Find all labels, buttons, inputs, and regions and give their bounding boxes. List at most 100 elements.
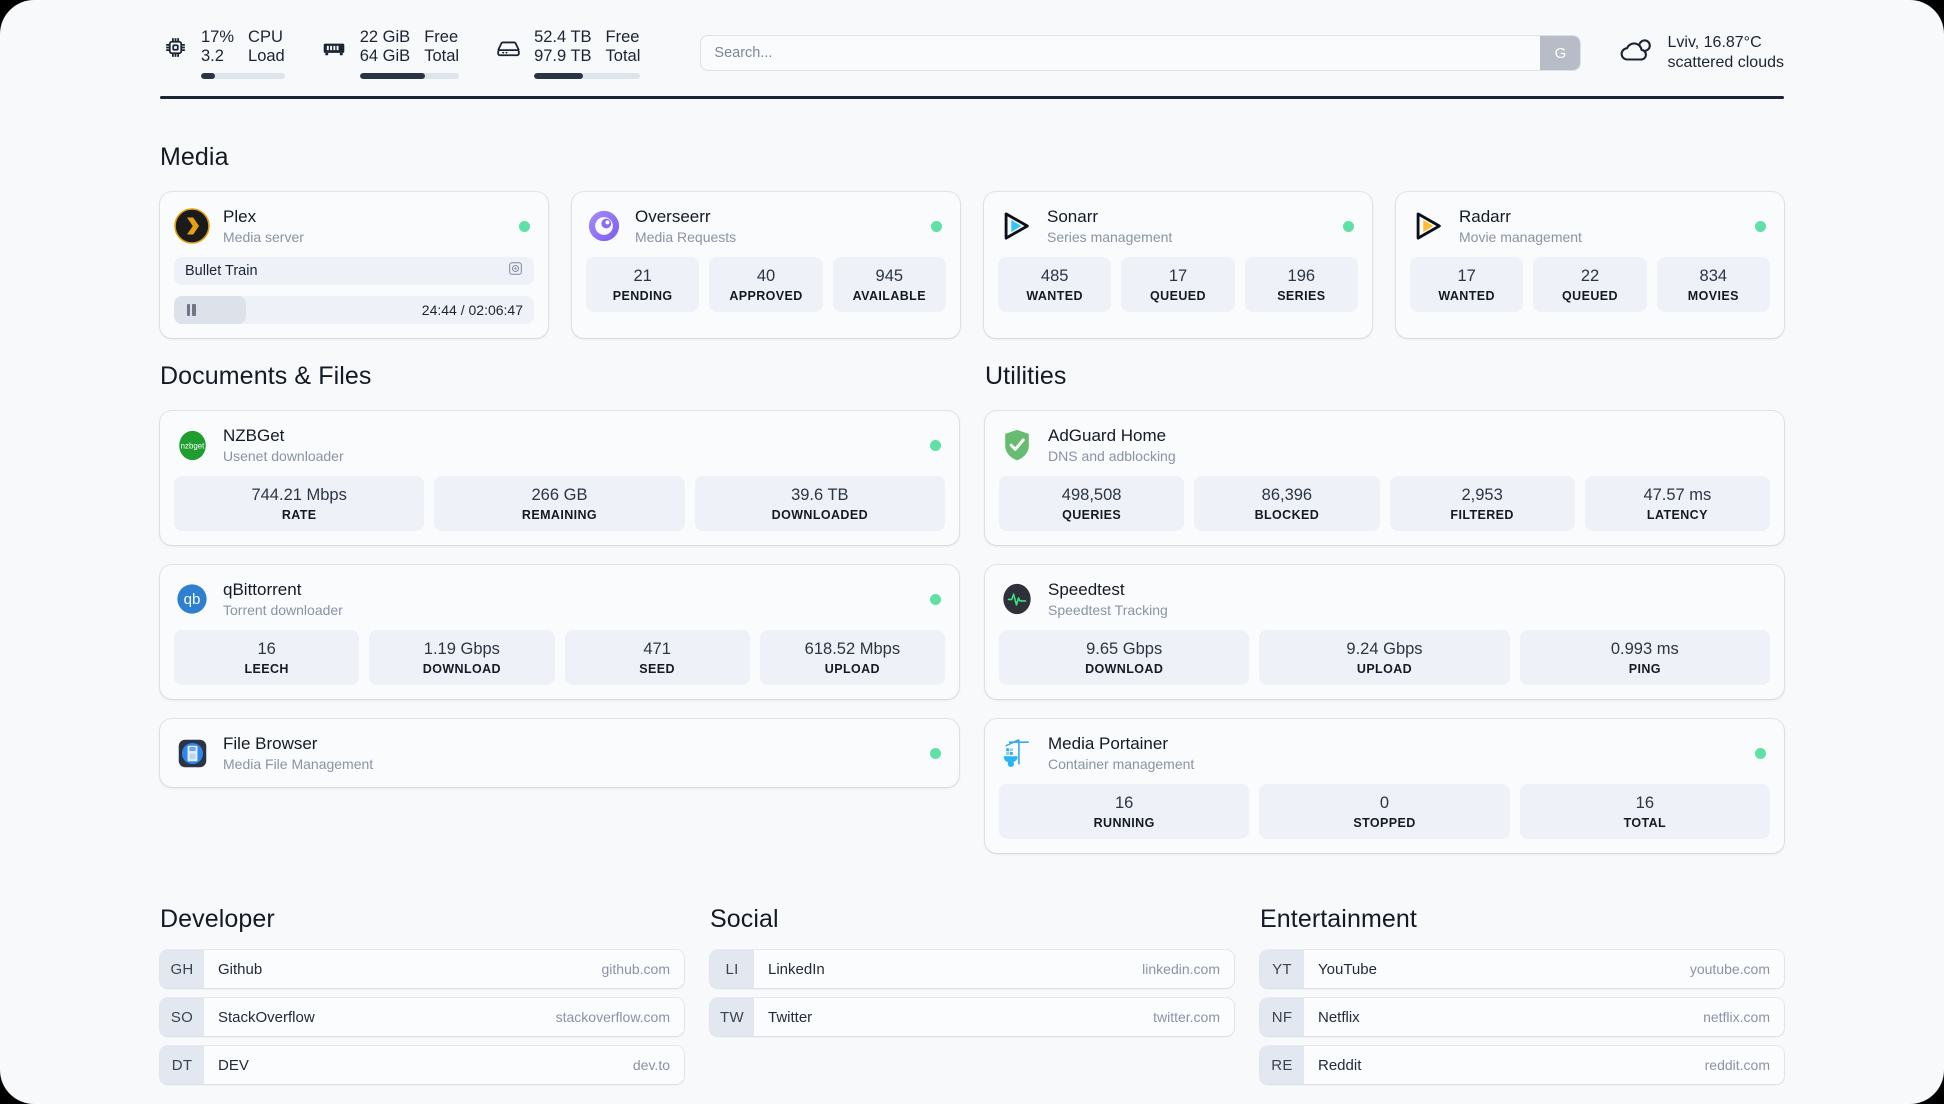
memory-value: 22 GiB [359, 27, 411, 46]
bookmark-abbr: DT [160, 1046, 204, 1084]
bookmark-name: Twitter [768, 1008, 813, 1026]
stat-pill: 22 QUEUED [1533, 257, 1647, 312]
stat-value: 16 [1635, 794, 1654, 812]
search-input[interactable] [701, 36, 1541, 70]
bookmark-name: StackOverflow [218, 1008, 315, 1026]
search-box[interactable]: G [700, 35, 1582, 71]
card-adguard-home[interactable]: AdGuard Home DNS and adblocking 498,508 … [985, 411, 1784, 545]
app-name: Overseerr [635, 207, 711, 226]
section-title-media: Media [160, 143, 229, 171]
qbittorrent-icon: qb [174, 581, 210, 617]
storage-label: Free [605, 27, 640, 46]
stat-label: LATENCY [1646, 508, 1708, 522]
stat-value: 1.19 Gbps [423, 640, 500, 658]
stat-label: QUEUED [1562, 289, 1618, 303]
card-file-browser[interactable]: File Browser Media File Management [160, 719, 959, 787]
app-name: Sonarr [1047, 207, 1099, 226]
memory-value-2: 64 GiB [359, 46, 411, 65]
bookmarks: Developer GH Github github.com SO StackO… [160, 905, 1784, 1094]
card-sonarr[interactable]: Sonarr Series management 485 WANTED 17 Q… [984, 192, 1372, 338]
stat-label: RUNNING [1093, 816, 1155, 830]
sonarr-icon [998, 208, 1034, 244]
card-radarr[interactable]: Radarr Movie management 17 WANTED 22 QUE… [1396, 192, 1784, 338]
search-submit-button[interactable]: G [1540, 36, 1581, 70]
card-nzbget[interactable]: nzbget NZBGet Usenet downloader 744.21 M… [160, 411, 959, 545]
bookmark-group-title: Entertainment [1260, 905, 1417, 933]
weather-condition: scattered clouds [1667, 54, 1784, 71]
adguard-shield-icon [999, 427, 1035, 463]
stats-row: 744.21 Mbps RATE 266 GB REMAINING 39.6 T… [174, 476, 945, 531]
now-playing-title: Bullet Train [185, 263, 258, 279]
svg-text:nzbget: nzbget [180, 441, 204, 450]
bookmark-url: linkedin.com [1142, 961, 1220, 977]
bookmark-name: YouTube [1318, 960, 1377, 978]
app-name: Media Portainer [1048, 734, 1169, 753]
bookmark-item-linkedin[interactable]: LI LinkedIn linkedin.com [710, 950, 1234, 988]
stat-pill: 2,953 FILTERED [1389, 476, 1575, 531]
app-subtitle: Media Requests [635, 229, 737, 245]
card-media-portainer[interactable]: Media Portainer Container management 16 … [985, 719, 1784, 853]
bookmark-group-title: Social [710, 905, 779, 933]
bookmark-item-stackoverflow[interactable]: SO StackOverflow stackoverflow.com [160, 998, 684, 1036]
player-progress-bar[interactable]: 24:44 / 02:06:47 [174, 296, 534, 324]
bookmark-name: Reddit [1318, 1056, 1362, 1074]
storage-value: 52.4 TB [534, 27, 592, 46]
card-speedtest[interactable]: Speedtest Speedtest Tracking 9.65 Gbps D… [985, 565, 1784, 699]
stat-pill: 266 GB REMAINING [434, 476, 685, 531]
bookmark-item-twitter[interactable]: TW Twitter twitter.com [710, 998, 1234, 1036]
stat-pill: 834 MOVIES [1656, 257, 1770, 312]
portainer-icon [999, 735, 1035, 771]
bookmark-item-youtube[interactable]: YT YouTube youtube.com [1260, 950, 1784, 988]
card-plex[interactable]: Plex Media server Bullet Train [160, 192, 548, 338]
bookmark-url: stackoverflow.com [555, 1009, 670, 1025]
card-overseerr[interactable]: Overseerr Media Requests 21 PENDING 40 A… [572, 192, 960, 338]
weather-location: Lviv, 16.87°C [1667, 34, 1762, 51]
stat-label: REMAINING [521, 508, 598, 522]
status-dot-online [930, 747, 941, 759]
app-subtitle: DNS and adblocking [1048, 448, 1176, 464]
cast-icon[interactable] [508, 261, 523, 281]
bookmark-abbr: GH [160, 950, 204, 988]
stat-value: 471 [643, 640, 671, 658]
speedtest-icon [999, 581, 1035, 617]
now-playing-bar[interactable]: Bullet Train [174, 257, 534, 285]
bookmark-url: netflix.com [1703, 1009, 1770, 1025]
bookmark-abbr: TW [710, 998, 754, 1036]
stat-value: 47.57 ms [1643, 486, 1712, 504]
stat-pill: 618.52 Mbps UPLOAD [759, 630, 945, 685]
bookmark-item-netflix[interactable]: NF Netflix netflix.com [1260, 998, 1784, 1036]
app-subtitle: Speedtest Tracking [1048, 602, 1168, 618]
stat-label: RATE [281, 508, 317, 522]
memory-label: Free [424, 27, 459, 46]
stat-value: 266 GB [531, 486, 588, 504]
stat-pill: 0.993 ms PING [1519, 630, 1770, 685]
app-subtitle: Media server [223, 229, 304, 245]
stat-pill: 21 PENDING [586, 257, 700, 312]
bookmark-abbr: YT [1260, 950, 1304, 988]
app-name: File Browser [223, 734, 318, 753]
stat-pill: 498,508 QUERIES [999, 476, 1185, 531]
card-qbittorrent[interactable]: qb qBittorrent Torrent downloader 16 LEE… [160, 565, 959, 699]
app-name: AdGuard Home [1048, 426, 1167, 445]
bookmark-item-github[interactable]: GH Github github.com [160, 950, 684, 988]
stat-value: 618.52 Mbps [804, 640, 901, 658]
svg-text:qb: qb [184, 591, 201, 608]
stat-value: 744.21 Mbps [251, 486, 347, 504]
stat-label: QUEUED [1150, 289, 1206, 303]
stat-cpu: 17% 3.2 CPU Load [160, 28, 285, 79]
storage-label-2: Total [605, 46, 641, 65]
bookmark-name: LinkedIn [768, 960, 825, 978]
stats-row: 17 WANTED 22 QUEUED 834 MOVIES [1410, 257, 1770, 312]
status-dot-online [519, 220, 530, 232]
stat-value: 0 [1379, 794, 1390, 812]
bookmark-item-dev[interactable]: DT DEV dev.to [160, 1046, 684, 1084]
bookmark-item-reddit[interactable]: RE Reddit reddit.com [1260, 1046, 1784, 1084]
status-dot-online [1755, 747, 1766, 759]
bookmark-group-social: Social LI LinkedIn linkedin.com TW Twitt… [710, 905, 1234, 1094]
stat-value: 16 [257, 640, 276, 658]
header-divider [160, 96, 1784, 99]
stat-storage: 52.4 TB 97.9 TB Free Total [493, 27, 641, 79]
stats-row: 16 RUNNING 0 STOPPED 16 TOTAL [999, 784, 1770, 839]
pause-icon[interactable] [174, 304, 208, 316]
